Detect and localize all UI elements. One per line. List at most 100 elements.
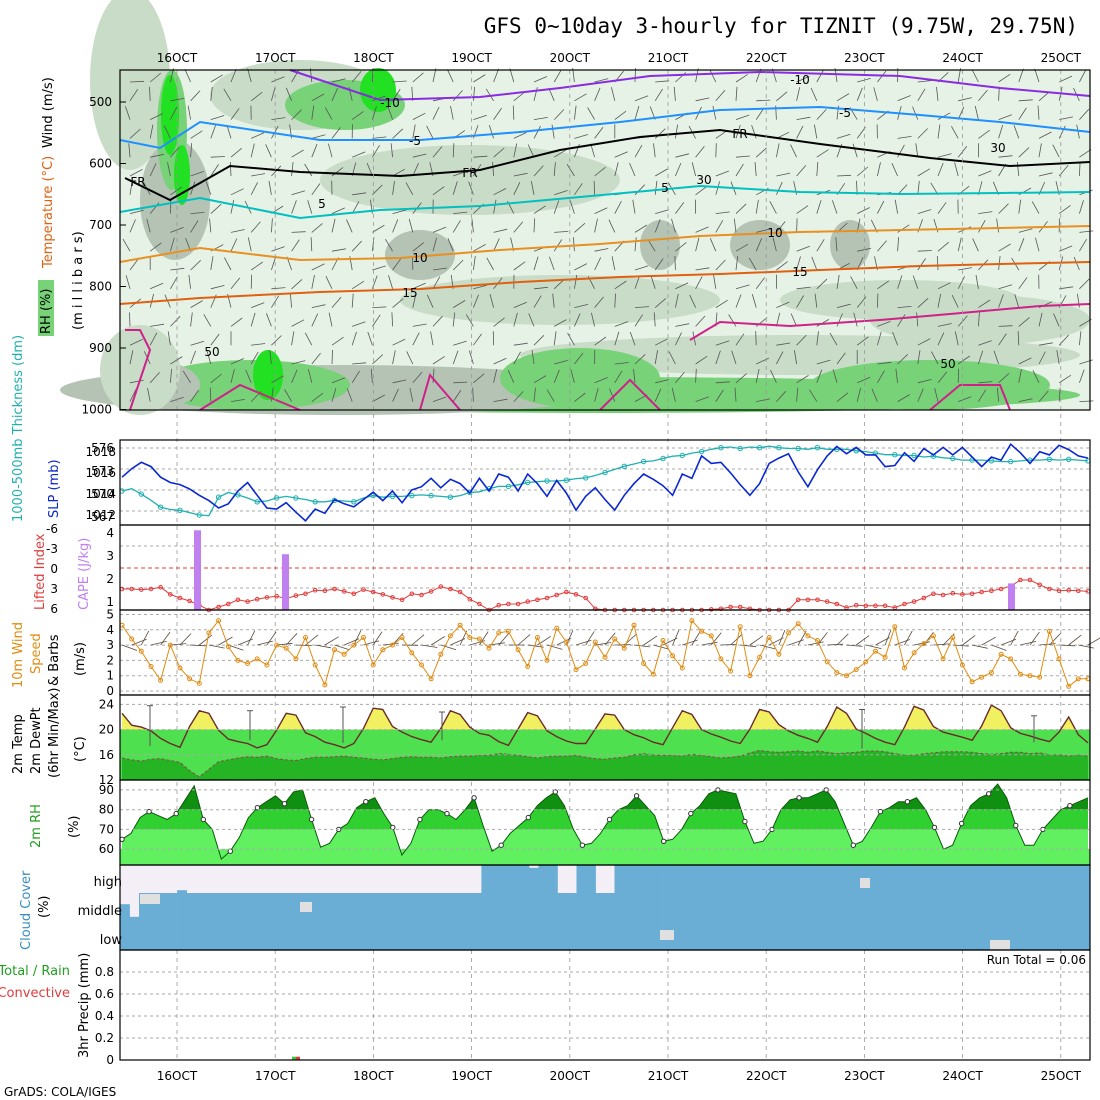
wind-tick-4: 4: [106, 623, 114, 637]
wind-speed-point: [844, 673, 849, 679]
wind-barb: [432, 396, 447, 402]
cloud-bar-middle: [994, 893, 1005, 921]
lifted-index-point: [341, 589, 347, 594]
wind-barb: [776, 261, 788, 271]
wind-barb: [895, 368, 898, 383]
wind-barb: [675, 124, 678, 139]
wind-barb: [210, 164, 219, 177]
wind-barb: [917, 250, 932, 252]
wind-barb: [409, 387, 414, 402]
wind-tick-3: 3: [106, 638, 114, 652]
rh2m-point: [850, 842, 856, 848]
rh-shade-8: [830, 220, 870, 270]
cloud-bar-high: [671, 865, 682, 893]
upper-ylabel-mb: (m i l l i b a r s): [71, 231, 86, 330]
wind-barb: [149, 72, 162, 83]
wind-barb: [691, 162, 696, 177]
upper-ylabel-wind: Wind (m/s): [41, 77, 56, 148]
wind-barb-10m: [672, 630, 680, 646]
wind-barb: [311, 144, 318, 158]
wind-barb-10m: [257, 640, 273, 646]
wind-barb: [937, 371, 948, 384]
wind-barb: [291, 190, 306, 196]
cloud-bar-high: [766, 865, 777, 893]
wind-barb: [776, 351, 784, 365]
wind-barb: [473, 244, 486, 252]
cloud-bar-low: [1023, 921, 1034, 950]
wind-barb: [634, 237, 637, 252]
cloud-bar-middle: [795, 893, 806, 921]
lifted-index-point: [921, 595, 927, 601]
wind-barb-10m: [295, 644, 312, 646]
wind-barb: [650, 275, 656, 289]
cloud-bar-low: [776, 921, 787, 950]
wind-barb: [269, 350, 272, 365]
wind-barb: [163, 125, 171, 139]
wind-barb-10m: [749, 635, 764, 646]
cloud-bar-high: [880, 865, 891, 893]
wind-barb-10m: [894, 639, 910, 646]
wind-barb: [769, 201, 777, 214]
wind-barb: [594, 207, 608, 214]
wind-barb: [432, 315, 443, 327]
wind-barb: [412, 124, 416, 139]
wind-barb: [695, 355, 708, 365]
wind-speed-point: [177, 665, 183, 671]
cloud-bar-middle: [186, 893, 197, 921]
wind-barb: [432, 356, 445, 365]
wind-speed-point: [689, 618, 695, 624]
wind-barb: [634, 144, 643, 158]
upper-ytick-900: 900: [89, 341, 112, 355]
wind-barb: [150, 282, 164, 290]
cloud-bar-low: [605, 921, 615, 950]
wind-barb: [715, 259, 726, 271]
wind-barb: [230, 238, 238, 252]
cloud-bar-high: [1023, 865, 1034, 893]
wind-barb: [453, 211, 468, 214]
wind-barb-10m: [797, 630, 807, 646]
wind-speed-point: [332, 647, 337, 653]
cloud-bar-high: [852, 865, 863, 893]
wind-barb: [1032, 370, 1040, 383]
wind-barb: [587, 107, 595, 120]
lifted-index-point: [795, 597, 801, 603]
rh2m-tick-90: 90: [99, 783, 114, 797]
cloud-bar-high: [643, 865, 653, 893]
wind-barb: [675, 371, 685, 384]
wind-speed-point: [274, 642, 280, 648]
wind-barb: [372, 314, 381, 327]
wind-speed-point: [438, 651, 444, 657]
thickness-point: [389, 493, 396, 500]
wind-barb: [1018, 228, 1033, 233]
wind-barb: [412, 323, 427, 327]
lifted-index-point: [351, 591, 357, 597]
wind-ylabel-d: (m/s): [73, 642, 88, 676]
wind-barb-10m: [846, 644, 863, 647]
wind-tick-1: 1: [106, 669, 114, 683]
wind-barb: [629, 162, 636, 177]
wind-barb: [836, 133, 851, 139]
wind-speed-point: [853, 667, 859, 673]
rh2m-point: [525, 814, 531, 821]
wind-barb: [367, 331, 373, 346]
wind-barb: [1018, 68, 1024, 83]
wind-barb: [836, 313, 843, 327]
wind-barb: [251, 343, 266, 346]
cloud-bar-middle: [747, 893, 758, 921]
top-time-label-6: 22OCT: [746, 51, 787, 65]
wind-speed-point: [293, 656, 299, 662]
wind-barb: [756, 228, 770, 233]
wind-barb-10m: [865, 644, 882, 649]
cloud-bar-low: [652, 921, 663, 950]
wind-barb: [654, 219, 661, 233]
cloud-bar-middle: [643, 893, 653, 921]
lifted-index-point: [177, 595, 183, 601]
rh-shade-16: [780, 280, 1020, 320]
cloud-bar-high: [804, 865, 815, 893]
wind-barb: [937, 323, 952, 327]
cloud-bar-high: [890, 865, 901, 893]
wind-barb: [250, 351, 259, 365]
cloud-bar-middle: [1042, 893, 1053, 921]
wind-barb: [391, 312, 393, 327]
cloud-bar-middle: [985, 893, 996, 921]
